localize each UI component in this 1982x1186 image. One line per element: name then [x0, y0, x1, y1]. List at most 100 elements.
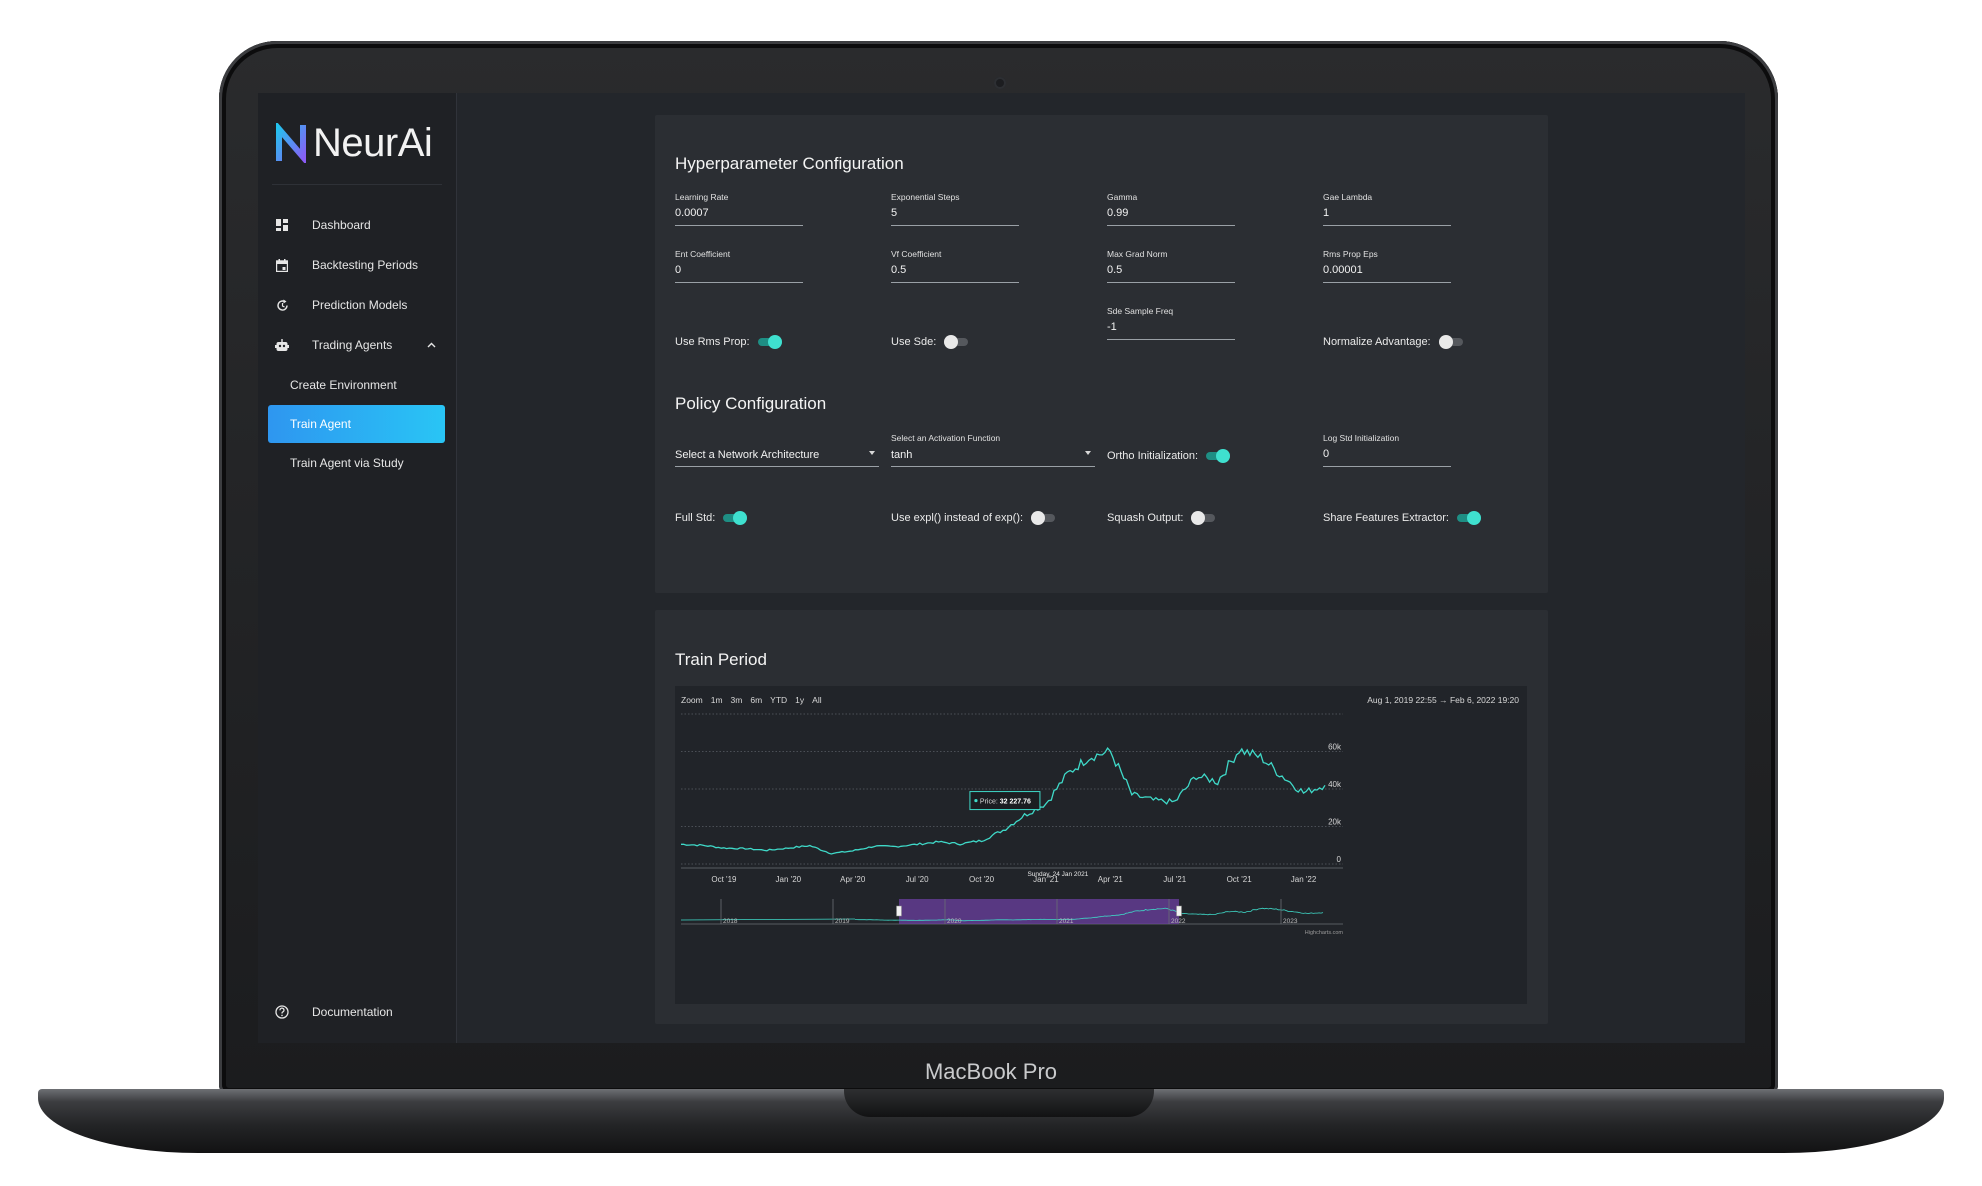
field-underline: [675, 225, 803, 226]
chart-canvas[interactable]: 0 20k 40k 60k Oct '19 Jan '20 Apr '20 Jul '20 Oc…: [675, 686, 1527, 1004]
field-label: Max Grad Norm: [1107, 249, 1168, 259]
toggle-switch[interactable]: [944, 335, 969, 349]
field-label: Ent Coefficient: [675, 249, 731, 259]
sidebar-subitem-train-agent-via-study[interactable]: Train Agent via Study: [268, 444, 445, 482]
zoom-ytd-button[interactable]: YTD: [770, 695, 788, 705]
sidebar-subitem-label: Create Environment: [290, 378, 397, 392]
switch-label: Use Rms Prop:: [675, 336, 750, 348]
toggle-switch[interactable]: [1031, 511, 1056, 525]
zoom-1y-button[interactable]: 1y: [795, 695, 805, 705]
sidebar-item-label: Dashboard: [312, 218, 371, 232]
zoom-3m-button[interactable]: 3m: [730, 695, 743, 705]
navigator-year-label: 2019: [835, 918, 850, 925]
laptop-notch: [844, 1089, 1154, 1117]
zoom-6m-button[interactable]: 6m: [750, 695, 763, 705]
train-period-title: Train Period: [675, 650, 767, 669]
select-underline: [891, 466, 1095, 467]
field-value[interactable]: 5: [891, 207, 898, 219]
navigator-series: [855, 907, 1324, 922]
field-value[interactable]: 0: [675, 264, 682, 276]
field-label: Vf Coefficient: [891, 249, 942, 259]
field-label: Log Std Initialization: [1323, 433, 1400, 443]
sidebar-subitem-train-agent[interactable]: Train Agent: [268, 405, 445, 443]
switch-label: Use expl() instead of exp():: [891, 512, 1024, 524]
x-tick-label: Oct '20: [969, 875, 995, 884]
zoom-all-button[interactable]: All: [812, 695, 822, 705]
toggle-switch[interactable]: [1456, 511, 1481, 525]
range-to-input[interactable]: Feb 6, 2022 19:20: [1449, 695, 1519, 705]
navigator-year-label: 2022: [1171, 918, 1186, 925]
navigator-handle[interactable]: [1176, 905, 1182, 917]
toggle-switch[interactable]: [757, 335, 782, 349]
date-range: Aug 1, 2019 22:55 → Feb 6, 2022 19:20: [1367, 695, 1519, 705]
field-value[interactable]: 1: [1323, 207, 1330, 219]
field-label: Rms Prop Eps: [1323, 249, 1378, 259]
field-label: Gamma: [1107, 192, 1138, 202]
field-label: Sde Sample Freq: [1107, 306, 1174, 316]
navigator-year-label: 2020: [947, 918, 962, 925]
ortho-initialization-switch[interactable]: Ortho Initialization:: [1107, 449, 1231, 463]
share-features-extractor-switch[interactable]: Share Features Extractor:: [1323, 511, 1481, 525]
x-tick-label: Jan '21: [1033, 875, 1059, 884]
navigator-year-label: 2018: [723, 918, 738, 925]
toggle-switch[interactable]: [1206, 449, 1231, 463]
toggle-switch[interactable]: [1191, 511, 1216, 525]
switch-label: Squash Output:: [1107, 512, 1184, 524]
select-underline: [675, 466, 879, 467]
squash-output-switch[interactable]: Squash Output:: [1107, 511, 1216, 525]
field-underline: [1323, 466, 1451, 467]
field-label: Learning Rate: [675, 192, 729, 202]
y-tick-label: 20k: [1328, 818, 1342, 827]
sidebar-item-dashboard[interactable]: Dashboard: [258, 205, 456, 245]
full-std-switch[interactable]: Full Std:: [675, 511, 748, 525]
sidebar-item-backtesting-periods[interactable]: Backtesting Periods: [258, 245, 456, 285]
range-arrow: →: [1439, 695, 1448, 705]
price-chart[interactable]: Zoom 1m 3m 6m YTD 1y All Aug 1, 2019 22:…: [675, 686, 1527, 1004]
navigator-year-label: 2023: [1283, 918, 1298, 925]
price-series-line[interactable]: [681, 746, 1326, 855]
y-tick-label: 0: [1337, 855, 1342, 864]
field-underline: [1107, 339, 1235, 340]
use-sde-switch[interactable]: Use Sde:: [891, 335, 969, 349]
normalize-advantage-switch[interactable]: Normalize Advantage:: [1323, 335, 1463, 349]
sidebar-item-trading-agents[interactable]: Trading Agents: [258, 325, 456, 365]
sidebar-item-prediction-models[interactable]: Prediction Models: [258, 285, 456, 325]
device-brand: MacBook Pro: [924, 1059, 1058, 1084]
field-value[interactable]: 0.99: [1107, 207, 1129, 219]
field-value[interactable]: 0.5: [891, 264, 907, 276]
x-tick-label: Apr '21: [1098, 875, 1124, 884]
sidebar-subitem-label: Train Agent via Study: [290, 456, 404, 470]
price-tooltip: Price: 32 227.76: [969, 791, 1041, 811]
chevron-up-icon[interactable]: [427, 340, 436, 351]
field-underline: [1323, 225, 1451, 226]
toggle-switch[interactable]: [1438, 335, 1463, 349]
app-logo[interactable]: NeurAi: [275, 121, 433, 165]
field-underline: [891, 225, 1019, 226]
switch-label: Full Std:: [675, 512, 716, 524]
calendar-icon: [275, 258, 289, 272]
use-rms-prop-switch[interactable]: Use Rms Prop:: [675, 335, 782, 349]
sidebar-subitem-create-environment[interactable]: Create Environment: [268, 366, 445, 404]
field-value[interactable]: 0.0007: [675, 207, 709, 219]
sidebar-item-documentation[interactable]: Documentation: [258, 992, 456, 1032]
toggle-switch[interactable]: [723, 511, 748, 525]
navigator-handle[interactable]: [896, 905, 902, 917]
field-value[interactable]: 0.00001: [1323, 264, 1363, 276]
range-from-input[interactable]: Aug 1, 2019 22:55: [1367, 695, 1437, 705]
sidebar-item-label: Backtesting Periods: [312, 258, 419, 272]
field-value[interactable]: 0.5: [1107, 264, 1123, 276]
select-value: Select a Network Architecture: [675, 449, 820, 461]
tooltip-value: 32 227.76: [1000, 799, 1031, 806]
y-tick-label: 60k: [1328, 743, 1342, 752]
field-value[interactable]: 0: [1323, 448, 1330, 460]
field-value[interactable]: -1: [1107, 321, 1117, 333]
help-circle-icon: [275, 1005, 289, 1019]
robot-icon: [275, 338, 289, 352]
field-underline: [1107, 225, 1235, 226]
train-period-card: Train Period Zoom 1m 3m 6m YTD 1y All Au…: [655, 610, 1548, 1024]
x-tick-label: Jan '22: [1291, 875, 1317, 884]
switch-label: Share Features Extractor:: [1323, 512, 1449, 524]
zoom-1m-button[interactable]: 1m: [710, 695, 723, 705]
select-label: Select an Activation Function: [891, 433, 1001, 443]
use-expln-switch[interactable]: Use expl() instead of exp():: [891, 511, 1056, 525]
